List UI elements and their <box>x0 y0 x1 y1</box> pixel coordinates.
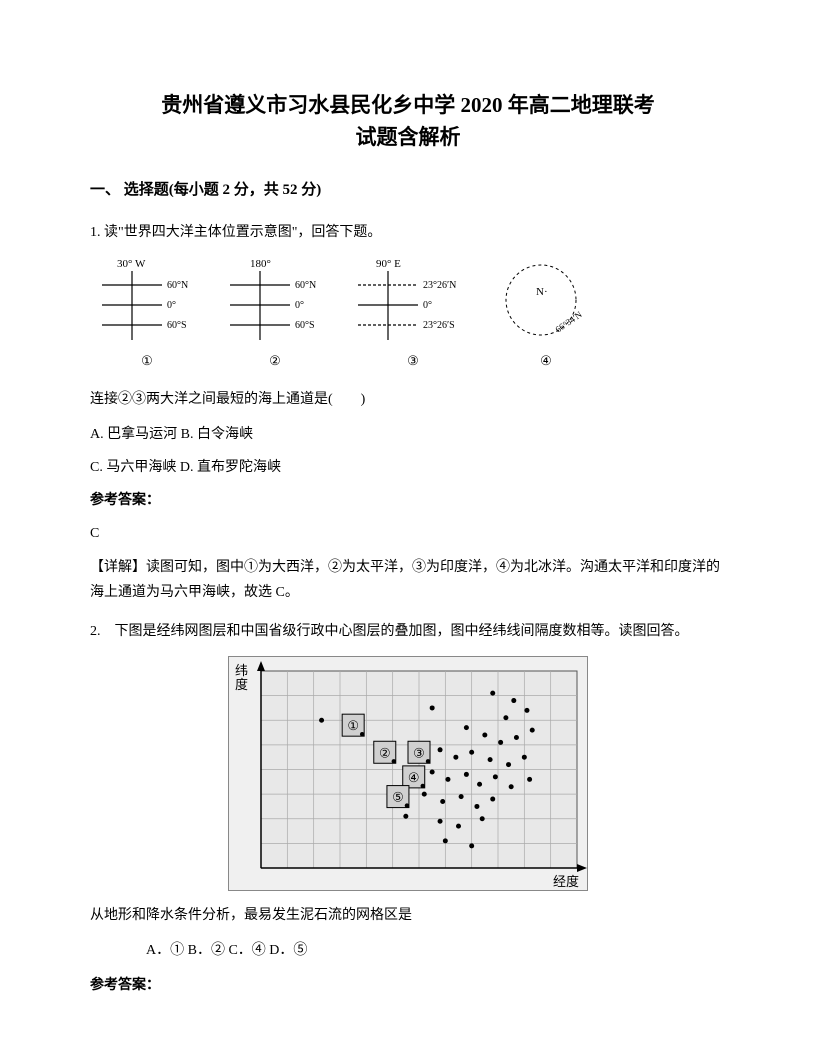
q2-map-container: 纬度经度 ① ② ③ ④⑤ <box>90 656 726 891</box>
q2-answer-label: 参考答案： <box>90 973 726 998</box>
diagram-1-num: ① <box>141 349 153 372</box>
q1-answer-label: 参考答案： <box>90 488 726 513</box>
diagram-2: 180° 60°N 0° 60°S ② <box>220 255 330 372</box>
q1-sub-question: 连接②③两大洋之间最短的海上通道是( ) <box>90 387 726 412</box>
svg-text:66°34′N: 66°34′N <box>553 309 584 335</box>
svg-text:90° E: 90° E <box>376 258 401 270</box>
svg-text:度: 度 <box>235 677 248 692</box>
q2-options: A．① B．② C．④ D．⑤ <box>90 938 726 963</box>
svg-text:0°: 0° <box>167 300 176 311</box>
diagram-2-svg: 180° 60°N 0° 60°S <box>220 255 330 345</box>
svg-text:纬: 纬 <box>235 663 248 678</box>
svg-text:0°: 0° <box>423 300 432 311</box>
diagram-1-svg: 30° W 60°N 0° 60°S <box>92 255 202 345</box>
svg-text:60°N: 60°N <box>295 280 316 291</box>
svg-text:①: ① <box>347 718 359 733</box>
svg-text:60°N: 60°N <box>167 280 188 291</box>
svg-text:180°: 180° <box>250 258 271 270</box>
q2-prompt: 2. 下图是经纬网图层和中国省级行政中心图层的叠加图，图中经纬线间隔度数相等。读… <box>90 619 726 644</box>
svg-text:N·: N· <box>536 286 548 298</box>
svg-text:60°S: 60°S <box>167 320 187 331</box>
diagram-1: 30° W 60°N 0° 60°S ① <box>92 255 202 372</box>
svg-text:60°S: 60°S <box>295 320 315 331</box>
diagram-3: 90° E 23°26′N 0° 23°26′S ③ <box>348 255 478 372</box>
diagram-4: N· 66°34′N ④ <box>496 255 596 372</box>
page-title: 贵州省遵义市习水县民化乡中学 2020 年高二地理联考 试题含解析 <box>90 90 726 153</box>
q2-map-svg: 纬度经度 ① ② ③ ④⑤ <box>229 657 589 892</box>
q1-answer: C <box>90 521 726 546</box>
svg-text:0°: 0° <box>295 300 304 311</box>
section-header: 一、 选择题(每小题 2 分，共 52 分) <box>90 177 726 204</box>
svg-text:经度: 经度 <box>553 874 579 889</box>
q2-sub-question: 从地形和降水条件分析，最易发生泥石流的网格区是 <box>90 903 726 928</box>
diagram-4-num: ④ <box>540 349 552 372</box>
q1-options-ab: A. 巴拿马运河 B. 白令海峡 <box>90 422 726 447</box>
svg-text:⑤: ⑤ <box>392 790 404 805</box>
svg-text:23°26′N: 23°26′N <box>423 280 456 291</box>
diagram-3-num: ③ <box>407 349 419 372</box>
q2-map: 纬度经度 ① ② ③ ④⑤ <box>228 656 588 891</box>
svg-text:30° W: 30° W <box>117 258 146 270</box>
svg-text:③: ③ <box>413 745 425 760</box>
q1-options-cd: C. 马六甲海峡 D. 直布罗陀海峡 <box>90 455 726 480</box>
diagram-4-svg: N· 66°34′N <box>496 255 596 345</box>
diagram-3-svg: 90° E 23°26′N 0° 23°26′S <box>348 255 478 345</box>
svg-text:④: ④ <box>408 770 420 785</box>
title-line-1: 贵州省遵义市习水县民化乡中学 2020 年高二地理联考 <box>161 93 655 117</box>
diagram-2-num: ② <box>269 349 281 372</box>
q1-prompt: 1. 读"世界四大洋主体位置示意图"，回答下题。 <box>90 220 726 245</box>
title-line-2: 试题含解析 <box>356 125 461 149</box>
q1-diagrams: 30° W 60°N 0° 60°S ① 180° 60°N 0° 60°S ②… <box>92 255 726 372</box>
q1-explanation: 【详解】读图可知，图中①为大西洋，②为太平洋，③为印度洋，④为北冰洋。沟通太平洋… <box>90 555 726 605</box>
svg-text:②: ② <box>379 745 391 760</box>
svg-text:23°26′S: 23°26′S <box>423 320 455 331</box>
